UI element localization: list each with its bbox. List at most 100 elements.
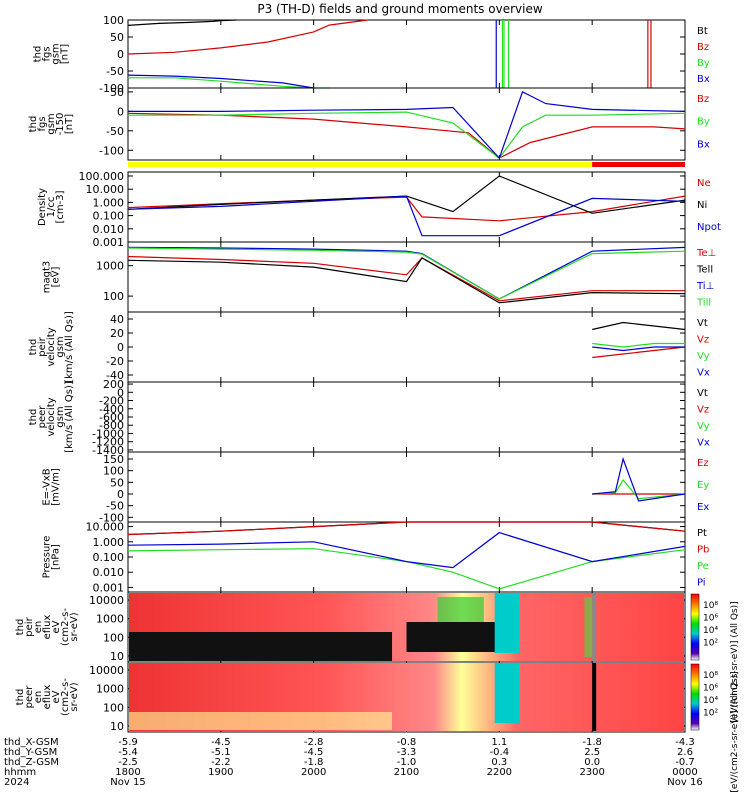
y-tick-label: -50	[106, 500, 124, 513]
y-tick-label: -1400	[92, 444, 124, 457]
legend-ti⊥: Ti⊥	[696, 281, 714, 292]
y-axis-label: eV	[51, 620, 62, 633]
panel-frame	[127, 451, 686, 523]
ephemeris-value: -2.5	[118, 757, 138, 768]
legend-ni: Ni	[697, 200, 707, 211]
y-tick-label: 0	[117, 105, 124, 118]
y-tick-label: 100	[103, 631, 124, 644]
colorbar-tick-label: 10⁶	[703, 684, 718, 694]
plot-title: P3 (TH-D) fields and ground moments over…	[257, 2, 542, 16]
y-axis-label: peir	[37, 336, 48, 356]
data-gap-marker	[592, 593, 597, 661]
legend-pt: Pt	[697, 528, 707, 539]
panel-pressure: 10.000 1.000 0.100 0.010 0.001 Pressure[nPa] P…	[42, 521, 710, 595]
y-tick-label: 10	[110, 720, 124, 733]
y-axis-label: gsm	[46, 113, 57, 134]
y-tick-label: 20	[110, 327, 124, 340]
y-axis-label: (cm2-s-	[60, 678, 71, 716]
y-axis-label: Pressure	[42, 536, 53, 579]
y-tick-label: -1200	[92, 436, 124, 449]
colorbar-tick-label: 10²	[703, 639, 718, 649]
y-axis-label: [nPa]	[51, 544, 62, 570]
y-tick-label: -50	[106, 125, 124, 138]
ephemeris-value: Nov 16	[667, 777, 702, 788]
y-axis-label: [nT]	[64, 114, 75, 134]
ephemeris-value: -1.0	[397, 757, 417, 768]
series-ey	[592, 478, 686, 500]
series-by	[128, 111, 686, 159]
series-pi	[127, 531, 686, 569]
y-axis-label: peer	[24, 685, 35, 709]
legend-vz: Vz	[697, 335, 709, 346]
y-tick-label: 0	[117, 48, 124, 61]
y-tick-label: 50	[110, 31, 124, 44]
legend-bz: Bz	[697, 94, 709, 105]
ephemeris-value: 2300	[579, 767, 604, 778]
series-vx	[592, 346, 685, 352]
panel-frame	[127, 87, 686, 161]
y-tick-label: 0.001	[93, 581, 125, 594]
legend-ex: Ex	[697, 502, 709, 513]
ephemeris-value: 1900	[208, 767, 233, 778]
series-ti⊥	[127, 246, 686, 300]
series-ni	[127, 175, 686, 214]
y-axis-label: -150	[55, 113, 66, 136]
y-tick-label: 10000	[89, 594, 124, 607]
ephemeris-value: 2000	[301, 767, 326, 778]
series-te⊥	[127, 255, 685, 302]
colorbar-tick-label: 10²	[703, 709, 718, 719]
y-tick-label: 200	[103, 378, 124, 391]
y-tick-label: 0.100	[93, 210, 125, 223]
y-axis-label: [mV/m]	[51, 468, 62, 506]
series-npot	[127, 195, 686, 237]
ephemeris-value: -0.4	[490, 747, 510, 758]
panel-frame	[127, 381, 686, 453]
y-tick-label: 0.001	[93, 236, 125, 249]
y-axis-label: en	[33, 621, 44, 634]
legend: Pt Pb Pe Pi	[697, 528, 709, 589]
y-tick-label: 0.010	[93, 566, 125, 579]
y-tick-label: 10000	[89, 664, 124, 677]
legend-till: Till	[696, 298, 711, 309]
y-axis-label: thd	[15, 619, 26, 636]
y-axis-label: eV	[51, 690, 62, 703]
series-ne	[127, 195, 686, 222]
spectrogram-cyan-column	[494, 593, 520, 653]
series-bt	[127, 19, 237, 26]
ephemeris-value: 1800	[115, 767, 140, 778]
legend-te⊥: Te⊥	[696, 248, 716, 259]
y-tick-label: 50	[110, 86, 124, 99]
y-axis-label: sr-eV)	[69, 612, 80, 641]
ephemeris-value: -2.8	[304, 737, 324, 748]
legend: Ez Ey Ex	[697, 458, 709, 513]
spectrogram-low-energy	[129, 712, 393, 730]
ephemeris-label: hhmm	[4, 767, 36, 778]
y-tick-label: 1000	[96, 260, 124, 273]
y-tick-label: 10	[110, 650, 124, 663]
legend-vx: Vx	[697, 438, 710, 449]
y-tick-label: -600	[99, 411, 124, 424]
colorbar-tick-label: 10⁴	[703, 696, 718, 706]
ephemeris-value: 2.6	[677, 747, 693, 758]
y-tick-label: -400	[99, 403, 124, 416]
y-tick-label: 100	[103, 465, 124, 478]
y-tick-label: 100	[103, 290, 124, 303]
y-axis-label: magt3	[42, 261, 53, 294]
legend: Bt Bz By Bx	[697, 26, 710, 85]
series-ex	[592, 456, 686, 502]
series-pb	[127, 521, 686, 536]
legend-pe: Pe	[697, 561, 709, 572]
legend-by: By	[697, 117, 710, 128]
ephemeris-value: 0.0	[584, 757, 600, 768]
ephemeris-value: 2100	[394, 767, 419, 778]
legend-ey: Ey	[697, 480, 709, 491]
ephemeris-label: thd_Z-GSM	[4, 757, 59, 768]
y-axis-label: thd	[28, 116, 39, 133]
y-axis-label: [cm-3]	[55, 190, 66, 223]
ephemeris-value: 0.3	[491, 757, 507, 768]
legend: Bz By Bx	[697, 94, 710, 150]
y-tick-label: 0	[117, 488, 124, 501]
legend-bx: Bx	[697, 139, 710, 150]
colorbar	[690, 663, 700, 731]
colorbar-tick-label: 10⁸	[703, 601, 718, 611]
